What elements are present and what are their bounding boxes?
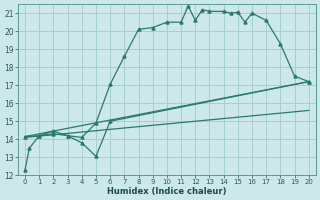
X-axis label: Humidex (Indice chaleur): Humidex (Indice chaleur) [107,187,227,196]
